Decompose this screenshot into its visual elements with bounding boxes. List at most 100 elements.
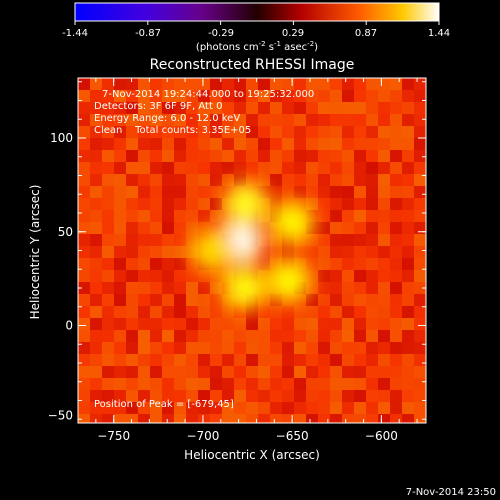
image-pixel <box>414 318 426 330</box>
image-pixel <box>294 138 306 150</box>
image-pixel <box>306 162 318 174</box>
image-pixel <box>270 138 282 150</box>
image-pixel <box>378 162 390 174</box>
image-pixel <box>402 114 414 126</box>
image-pixel <box>390 162 402 174</box>
image-pixel <box>114 90 126 102</box>
image-pixel <box>294 90 306 102</box>
image-pixel <box>150 102 162 114</box>
image-pixel <box>138 402 150 414</box>
image-pixel <box>198 414 210 423</box>
image-pixel <box>330 246 342 258</box>
image-pixel <box>90 186 102 198</box>
image-pixel <box>150 270 162 282</box>
image-pixel <box>114 306 126 318</box>
image-pixel <box>270 90 282 102</box>
image-pixel <box>198 114 210 126</box>
image-pixel <box>330 282 342 294</box>
image-pixel <box>402 294 414 306</box>
image-pixel <box>390 366 402 378</box>
emission-source <box>227 272 260 304</box>
image-pixel <box>114 126 126 138</box>
image-pixel <box>90 282 102 294</box>
image-pixel <box>78 342 90 354</box>
image-pixel <box>222 174 234 186</box>
image-pixel <box>234 126 246 138</box>
image-pixel <box>198 174 210 186</box>
image-pixel <box>378 246 390 258</box>
image-pixel <box>102 342 114 354</box>
image-pixel <box>258 318 270 330</box>
image-pixel <box>366 90 378 102</box>
image-pixel <box>222 138 234 150</box>
image-pixel <box>90 402 102 414</box>
image-pixel <box>102 258 114 270</box>
image-pixel <box>258 150 270 162</box>
image-pixel <box>222 318 234 330</box>
image-pixel <box>114 78 126 90</box>
image-pixel <box>234 342 246 354</box>
image-pixel <box>270 114 282 126</box>
image-pixel <box>414 330 426 342</box>
image-pixel <box>270 330 282 342</box>
image-pixel <box>174 78 186 90</box>
image-pixel <box>378 90 390 102</box>
image-pixel <box>150 258 162 270</box>
image-pixel <box>414 234 426 246</box>
image-pixel <box>402 234 414 246</box>
image-pixel <box>378 330 390 342</box>
image-pixel <box>270 246 282 258</box>
image-pixel <box>150 246 162 258</box>
image-pixel <box>378 174 390 186</box>
image-pixel <box>186 378 198 390</box>
image-pixel <box>282 186 294 198</box>
image-pixel <box>306 342 318 354</box>
image-pixel <box>210 318 222 330</box>
image-pixel <box>318 90 330 102</box>
image-pixel <box>138 294 150 306</box>
image-pixel <box>150 126 162 138</box>
image-pixel <box>162 354 174 366</box>
image-pixel <box>402 186 414 198</box>
image-pixel <box>294 102 306 114</box>
image-pixel <box>90 234 102 246</box>
image-pixel <box>390 294 402 306</box>
image-pixel <box>330 366 342 378</box>
image-pixel <box>402 246 414 258</box>
image-pixel <box>174 294 186 306</box>
image-pixel <box>390 330 402 342</box>
image-pixel <box>402 342 414 354</box>
image-pixel <box>378 414 390 423</box>
image-pixel <box>294 174 306 186</box>
image-pixel <box>114 102 126 114</box>
image-pixel <box>102 174 114 186</box>
image-pixel <box>150 174 162 186</box>
image-pixel <box>198 330 210 342</box>
x-axis-label: Heliocentric X (arcsec) <box>184 448 320 462</box>
image-pixel <box>162 222 174 234</box>
image-pixel <box>414 162 426 174</box>
image-pixel <box>162 414 174 423</box>
image-pixel <box>282 174 294 186</box>
image-pixel <box>378 150 390 162</box>
image-pixel <box>390 150 402 162</box>
image-pixel <box>234 366 246 378</box>
image-pixel <box>270 390 282 402</box>
image-pixel <box>330 126 342 138</box>
image-pixel <box>90 390 102 402</box>
image-pixel <box>126 90 138 102</box>
image-pixel <box>318 318 330 330</box>
image-pixel <box>114 378 126 390</box>
annotation-detectors: Detectors: 3F 6F 9F, Att 0 <box>94 101 222 112</box>
image-pixel <box>294 78 306 90</box>
image-pixel <box>126 258 138 270</box>
image-pixel <box>390 174 402 186</box>
image-pixel <box>138 306 150 318</box>
x-tick-label: −650 <box>276 429 309 443</box>
image-pixel <box>354 318 366 330</box>
image-pixel <box>414 138 426 150</box>
image-pixel <box>222 414 234 423</box>
image-pixel <box>294 330 306 342</box>
image-pixel <box>330 390 342 402</box>
chart-title: Reconstructed RHESSI Image <box>150 57 355 73</box>
